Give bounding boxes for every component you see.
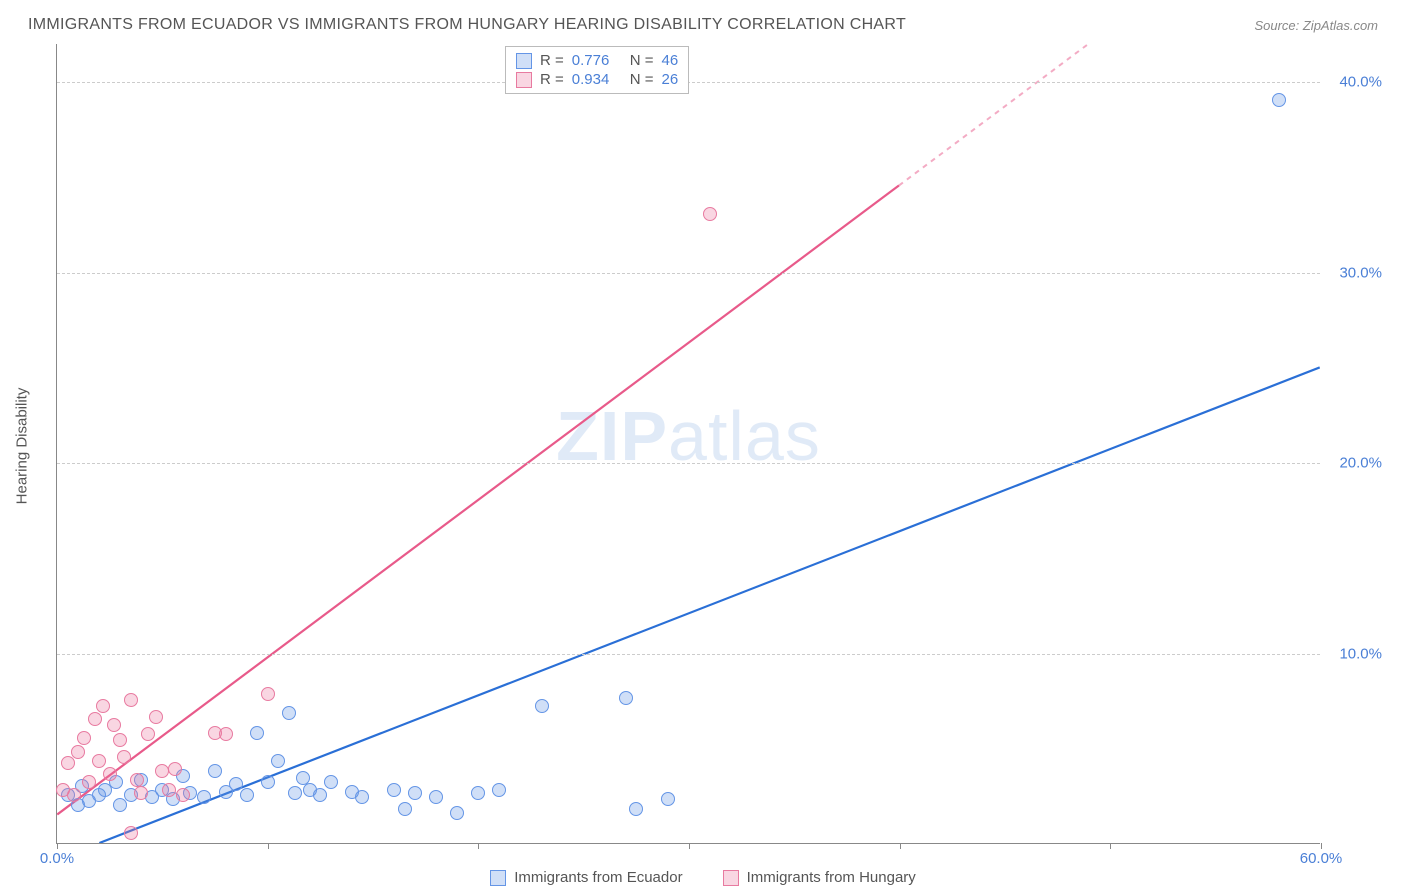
gridline-h xyxy=(57,273,1320,274)
data-point xyxy=(88,712,102,726)
x-tick xyxy=(689,843,690,849)
legend-swatch xyxy=(516,53,532,69)
legend-stats-row: R = 0.934 N = 26 xyxy=(516,70,678,89)
data-point xyxy=(271,754,285,768)
data-point xyxy=(408,786,422,800)
data-point xyxy=(313,788,327,802)
legend-item: Immigrants from Ecuador xyxy=(490,869,682,886)
data-point xyxy=(219,727,233,741)
source-attribution: Source: ZipAtlas.com xyxy=(1254,18,1378,33)
n-label: N = xyxy=(630,71,654,88)
data-point xyxy=(77,731,91,745)
x-tick xyxy=(478,843,479,849)
legend-label: Immigrants from Hungary xyxy=(747,869,916,886)
data-point xyxy=(387,783,401,797)
series-legend: Immigrants from Ecuador Immigrants from H… xyxy=(0,869,1406,886)
y-tick-label: 40.0% xyxy=(1327,74,1382,91)
r-label: R = xyxy=(540,71,564,88)
data-point xyxy=(661,792,675,806)
gridline-h xyxy=(57,654,1320,655)
y-tick-label: 30.0% xyxy=(1327,264,1382,281)
data-point xyxy=(82,775,96,789)
data-point xyxy=(130,773,144,787)
n-value: 46 xyxy=(662,52,679,69)
legend-swatch xyxy=(723,870,739,886)
data-point xyxy=(67,788,81,802)
data-point xyxy=(124,826,138,840)
data-point xyxy=(288,786,302,800)
data-point xyxy=(107,718,121,732)
legend-item: Immigrants from Hungary xyxy=(723,869,916,886)
data-point xyxy=(117,750,131,764)
x-tick xyxy=(1110,843,1111,849)
data-point xyxy=(261,775,275,789)
data-point xyxy=(250,726,264,740)
legend-swatch xyxy=(516,72,532,88)
data-point xyxy=(261,687,275,701)
plot-area: ZIPatlas 10.0%20.0%30.0%40.0%0.0%60.0% xyxy=(56,44,1320,844)
data-point xyxy=(71,745,85,759)
data-point xyxy=(197,790,211,804)
data-point xyxy=(176,788,190,802)
r-value: 0.776 xyxy=(572,52,622,69)
data-point xyxy=(450,806,464,820)
data-point xyxy=(168,762,182,776)
data-point xyxy=(355,790,369,804)
data-point xyxy=(124,693,138,707)
data-point xyxy=(492,783,506,797)
data-point xyxy=(229,777,243,791)
data-point xyxy=(1272,93,1286,107)
data-point xyxy=(96,699,110,713)
x-tick-label: 60.0% xyxy=(1300,850,1343,867)
data-point xyxy=(324,775,338,789)
gridline-h xyxy=(57,463,1320,464)
correlation-legend: R = 0.776 N = 46 R = 0.934 N = 26 xyxy=(505,46,689,94)
n-label: N = xyxy=(630,52,654,69)
data-point xyxy=(149,710,163,724)
n-value: 26 xyxy=(662,71,679,88)
chart-container: IMMIGRANTS FROM ECUADOR VS IMMIGRANTS FR… xyxy=(0,0,1406,892)
y-axis-label: Hearing Disability xyxy=(14,388,31,505)
r-label: R = xyxy=(540,52,564,69)
data-point xyxy=(429,790,443,804)
x-tick xyxy=(1321,843,1322,849)
data-point xyxy=(240,788,254,802)
data-point xyxy=(282,706,296,720)
data-point xyxy=(162,783,176,797)
data-point xyxy=(703,207,717,221)
regression-lines xyxy=(57,44,1320,843)
data-point xyxy=(208,764,222,778)
data-point xyxy=(155,764,169,778)
data-point xyxy=(398,802,412,816)
data-point xyxy=(92,754,106,768)
data-point xyxy=(619,691,633,705)
x-tick xyxy=(57,843,58,849)
chart-title: IMMIGRANTS FROM ECUADOR VS IMMIGRANTS FR… xyxy=(28,16,906,34)
r-value: 0.934 xyxy=(572,71,622,88)
data-point xyxy=(471,786,485,800)
data-point xyxy=(134,786,148,800)
legend-label: Immigrants from Ecuador xyxy=(514,869,682,886)
data-point xyxy=(141,727,155,741)
y-tick-label: 10.0% xyxy=(1327,645,1382,662)
x-tick xyxy=(900,843,901,849)
data-point xyxy=(535,699,549,713)
data-point xyxy=(103,767,117,781)
data-point xyxy=(113,733,127,747)
data-point xyxy=(629,802,643,816)
legend-swatch xyxy=(490,870,506,886)
y-tick-label: 20.0% xyxy=(1327,455,1382,472)
x-tick-label: 0.0% xyxy=(40,850,74,867)
x-tick xyxy=(268,843,269,849)
legend-stats-row: R = 0.776 N = 46 xyxy=(516,51,678,70)
data-point xyxy=(61,756,75,770)
